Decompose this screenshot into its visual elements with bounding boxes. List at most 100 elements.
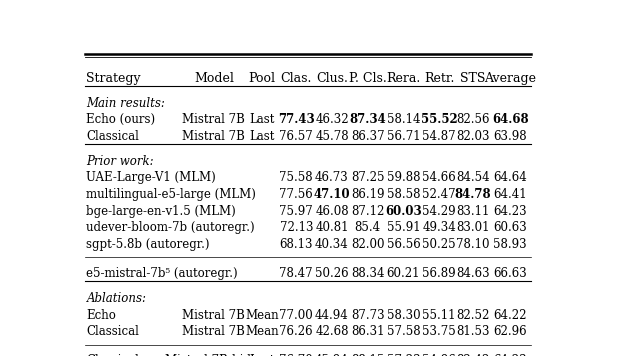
Text: Mistral 7B: Mistral 7B xyxy=(182,325,245,338)
Text: multilingual-e5-large (MLM): multilingual-e5-large (MLM) xyxy=(86,188,257,201)
Text: Main results:: Main results: xyxy=(86,96,165,110)
Text: 50.26: 50.26 xyxy=(315,267,349,280)
Text: 58.93: 58.93 xyxy=(493,238,527,251)
Text: 72.13: 72.13 xyxy=(280,221,313,234)
Text: P. Cls.: P. Cls. xyxy=(349,72,387,85)
Text: UAE-Large-V1 (MLM): UAE-Large-V1 (MLM) xyxy=(86,172,216,184)
Text: 50.25: 50.25 xyxy=(422,238,456,251)
Text: 64.23: 64.23 xyxy=(493,355,527,356)
Text: 45.94: 45.94 xyxy=(315,355,349,356)
Text: 60.03: 60.03 xyxy=(385,205,422,218)
Text: 77.56: 77.56 xyxy=(280,188,313,201)
Text: Echo: Echo xyxy=(86,309,116,322)
Text: 58.14: 58.14 xyxy=(387,113,420,126)
Text: 64.64: 64.64 xyxy=(493,172,527,184)
Text: 40.34: 40.34 xyxy=(315,238,349,251)
Text: 87.34: 87.34 xyxy=(349,113,386,126)
Text: 54.96: 54.96 xyxy=(422,355,456,356)
Text: udever-bloom-7b (autoregr.): udever-bloom-7b (autoregr.) xyxy=(86,221,255,234)
Text: 82.03: 82.03 xyxy=(456,130,490,143)
Text: 64.22: 64.22 xyxy=(493,309,527,322)
Text: 66.63: 66.63 xyxy=(493,267,527,280)
Text: 82.52: 82.52 xyxy=(456,309,490,322)
Text: 55.91: 55.91 xyxy=(387,221,420,234)
Text: 54.87: 54.87 xyxy=(422,130,456,143)
Text: 83.01: 83.01 xyxy=(456,221,490,234)
Text: 56.89: 56.89 xyxy=(422,267,456,280)
Text: 87.73: 87.73 xyxy=(351,309,385,322)
Text: 54.66: 54.66 xyxy=(422,172,456,184)
Text: Last: Last xyxy=(250,355,275,356)
Text: 64.23: 64.23 xyxy=(493,205,527,218)
Text: 53.75: 53.75 xyxy=(422,325,456,338)
Text: 76.57: 76.57 xyxy=(280,130,313,143)
Text: Classical: Classical xyxy=(86,325,140,338)
Text: Mistral 7B: Mistral 7B xyxy=(182,309,245,322)
Text: 56.56: 56.56 xyxy=(387,238,420,251)
Text: Mistral 7B: Mistral 7B xyxy=(182,113,245,126)
Text: 49.34: 49.34 xyxy=(422,221,456,234)
Text: 88.34: 88.34 xyxy=(351,267,385,280)
Text: 58.58: 58.58 xyxy=(387,188,420,201)
Text: Retr.: Retr. xyxy=(424,72,454,85)
Text: 84.63: 84.63 xyxy=(456,267,490,280)
Text: Ablations:: Ablations: xyxy=(86,292,147,305)
Text: Rera.: Rera. xyxy=(387,72,420,85)
Text: Strategy: Strategy xyxy=(86,72,141,85)
Text: 85.4: 85.4 xyxy=(355,221,381,234)
Text: 46.32: 46.32 xyxy=(315,113,349,126)
Text: Pool: Pool xyxy=(249,72,276,85)
Text: Last: Last xyxy=(250,130,275,143)
Text: 55.11: 55.11 xyxy=(422,309,456,322)
Text: 75.97: 75.97 xyxy=(280,205,313,218)
Text: 77.00: 77.00 xyxy=(280,309,313,322)
Text: Mistral 7B-bidir.: Mistral 7B-bidir. xyxy=(165,355,263,356)
Text: Average: Average xyxy=(484,72,536,85)
Text: 56.71: 56.71 xyxy=(387,130,420,143)
Text: 42.68: 42.68 xyxy=(316,325,349,338)
Text: 86.31: 86.31 xyxy=(351,325,385,338)
Text: 86.37: 86.37 xyxy=(351,130,385,143)
Text: 87.25: 87.25 xyxy=(351,172,385,184)
Text: Last: Last xyxy=(250,113,275,126)
Text: 86.19: 86.19 xyxy=(351,188,385,201)
Text: 59.88: 59.88 xyxy=(387,172,420,184)
Text: Echo (ours): Echo (ours) xyxy=(86,113,156,126)
Text: 87.12: 87.12 xyxy=(351,205,385,218)
Text: 62.96: 62.96 xyxy=(493,325,527,338)
Text: Classical: Classical xyxy=(86,355,140,356)
Text: Mean: Mean xyxy=(246,309,279,322)
Text: 84.78: 84.78 xyxy=(455,188,492,201)
Text: 77.43: 77.43 xyxy=(278,113,315,126)
Text: Clus.: Clus. xyxy=(316,72,348,85)
Text: 60.63: 60.63 xyxy=(493,221,527,234)
Text: 76.70: 76.70 xyxy=(280,355,313,356)
Text: Prior work:: Prior work: xyxy=(86,155,154,168)
Text: 75.58: 75.58 xyxy=(280,172,313,184)
Text: e5-mistral-7b⁵ (autoregr.): e5-mistral-7b⁵ (autoregr.) xyxy=(86,267,238,280)
Text: 78.10: 78.10 xyxy=(456,238,490,251)
Text: 82.56: 82.56 xyxy=(456,113,490,126)
Text: 44.94: 44.94 xyxy=(315,309,349,322)
Text: Model: Model xyxy=(194,72,234,85)
Text: 57.58: 57.58 xyxy=(387,325,420,338)
Text: 83.11: 83.11 xyxy=(456,205,490,218)
Text: 82.00: 82.00 xyxy=(351,238,385,251)
Text: 84.54: 84.54 xyxy=(456,172,490,184)
Text: 46.08: 46.08 xyxy=(315,205,349,218)
Text: 64.68: 64.68 xyxy=(492,113,529,126)
Text: 78.47: 78.47 xyxy=(280,267,313,280)
Text: 64.41: 64.41 xyxy=(493,188,527,201)
Text: Mistral 7B: Mistral 7B xyxy=(182,130,245,143)
Text: 55.52: 55.52 xyxy=(420,113,458,126)
Text: sgpt-5.8b (autoregr.): sgpt-5.8b (autoregr.) xyxy=(86,238,210,251)
Text: 52.47: 52.47 xyxy=(422,188,456,201)
Text: 45.78: 45.78 xyxy=(315,130,349,143)
Text: 82.42: 82.42 xyxy=(456,355,490,356)
Text: 54.29: 54.29 xyxy=(422,205,456,218)
Text: 81.53: 81.53 xyxy=(456,325,490,338)
Text: 60.21: 60.21 xyxy=(387,267,420,280)
Text: 58.30: 58.30 xyxy=(387,309,420,322)
Text: 47.10: 47.10 xyxy=(314,188,350,201)
Text: Mean: Mean xyxy=(246,325,279,338)
